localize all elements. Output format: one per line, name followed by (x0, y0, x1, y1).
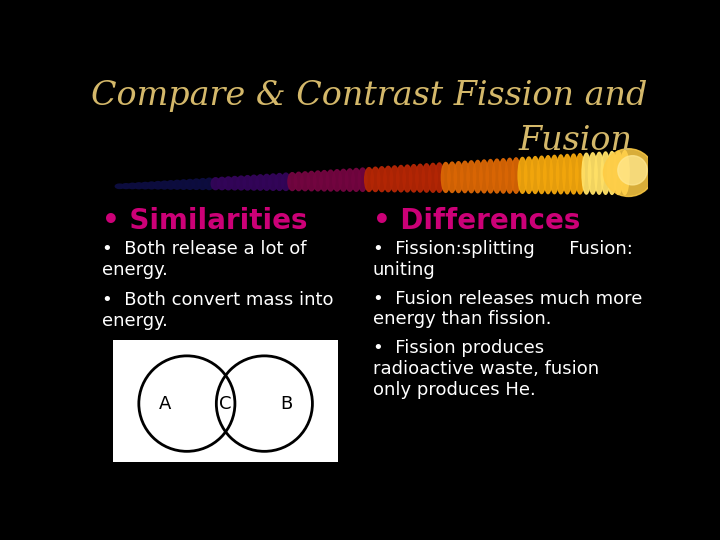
Ellipse shape (148, 182, 156, 189)
Ellipse shape (294, 172, 303, 191)
Ellipse shape (339, 169, 348, 191)
Ellipse shape (618, 156, 647, 185)
Ellipse shape (390, 166, 399, 192)
Ellipse shape (486, 159, 495, 193)
Ellipse shape (557, 155, 565, 194)
Text: •  Fission:splitting      Fusion:
uniting: • Fission:splitting Fusion: uniting (373, 240, 633, 279)
Ellipse shape (403, 165, 412, 192)
Ellipse shape (492, 159, 501, 193)
Ellipse shape (333, 170, 341, 191)
Ellipse shape (550, 156, 559, 194)
Text: A: A (159, 395, 171, 413)
Ellipse shape (518, 158, 527, 193)
Ellipse shape (179, 180, 188, 189)
Ellipse shape (326, 170, 335, 191)
Ellipse shape (230, 177, 239, 190)
Ellipse shape (480, 160, 488, 193)
Ellipse shape (603, 148, 654, 197)
Ellipse shape (524, 157, 534, 193)
Ellipse shape (563, 154, 572, 194)
Ellipse shape (544, 156, 552, 194)
Ellipse shape (454, 161, 463, 193)
Ellipse shape (499, 159, 508, 193)
Ellipse shape (531, 157, 539, 193)
Ellipse shape (582, 153, 590, 194)
Ellipse shape (621, 151, 629, 194)
Ellipse shape (160, 181, 168, 189)
Ellipse shape (410, 165, 418, 192)
Ellipse shape (422, 164, 431, 192)
Text: •  Fusion releases much more
energy than fission.: • Fusion releases much more energy than … (373, 289, 642, 328)
Ellipse shape (262, 174, 271, 190)
Ellipse shape (473, 160, 482, 193)
Ellipse shape (595, 152, 603, 194)
Ellipse shape (467, 161, 476, 193)
Ellipse shape (141, 183, 150, 189)
Ellipse shape (243, 176, 252, 190)
Ellipse shape (153, 181, 163, 189)
Ellipse shape (537, 156, 546, 193)
FancyBboxPatch shape (113, 340, 338, 462)
Ellipse shape (301, 172, 310, 191)
Ellipse shape (505, 158, 514, 193)
Ellipse shape (435, 163, 444, 192)
Ellipse shape (371, 167, 379, 192)
Ellipse shape (199, 179, 207, 190)
Ellipse shape (224, 177, 233, 190)
Ellipse shape (166, 181, 175, 189)
Ellipse shape (384, 166, 392, 192)
Ellipse shape (288, 173, 297, 191)
Ellipse shape (397, 165, 405, 192)
Ellipse shape (237, 176, 246, 190)
Ellipse shape (608, 152, 616, 194)
Ellipse shape (364, 167, 374, 192)
Ellipse shape (211, 178, 220, 190)
Ellipse shape (448, 162, 456, 192)
Text: Compare & Contrast Fission and: Compare & Contrast Fission and (91, 80, 647, 112)
Ellipse shape (359, 168, 367, 191)
Ellipse shape (275, 173, 284, 191)
Ellipse shape (377, 167, 386, 192)
Ellipse shape (192, 179, 201, 190)
Text: Fusion: Fusion (518, 125, 632, 157)
Text: C: C (220, 395, 232, 413)
Ellipse shape (415, 164, 425, 192)
Ellipse shape (282, 173, 290, 191)
Ellipse shape (570, 154, 578, 194)
Ellipse shape (256, 175, 265, 190)
Ellipse shape (614, 151, 623, 194)
Ellipse shape (204, 178, 214, 190)
Ellipse shape (269, 174, 277, 190)
Ellipse shape (250, 175, 258, 190)
Ellipse shape (320, 171, 328, 191)
Ellipse shape (441, 163, 450, 192)
Ellipse shape (115, 184, 124, 188)
Ellipse shape (313, 171, 323, 191)
Ellipse shape (135, 183, 143, 188)
Ellipse shape (217, 177, 226, 190)
Text: •  Fission produces
radioactive waste, fusion
only produces He.: • Fission produces radioactive waste, fu… (373, 339, 599, 399)
Text: • Differences: • Differences (373, 207, 580, 235)
Ellipse shape (128, 183, 137, 188)
Ellipse shape (307, 171, 316, 191)
Ellipse shape (346, 169, 354, 191)
Ellipse shape (186, 179, 194, 190)
Ellipse shape (588, 153, 597, 194)
Ellipse shape (428, 164, 437, 192)
Ellipse shape (122, 184, 130, 188)
Ellipse shape (512, 158, 521, 193)
Ellipse shape (601, 152, 610, 194)
Ellipse shape (173, 180, 181, 189)
Ellipse shape (575, 153, 585, 194)
Text: •  Both convert mass into
energy.: • Both convert mass into energy. (102, 291, 333, 330)
Text: • Similarities: • Similarities (102, 207, 307, 235)
Text: B: B (280, 395, 292, 413)
Ellipse shape (352, 168, 361, 191)
Ellipse shape (461, 161, 469, 193)
Text: •  Both release a lot of
energy.: • Both release a lot of energy. (102, 240, 306, 279)
